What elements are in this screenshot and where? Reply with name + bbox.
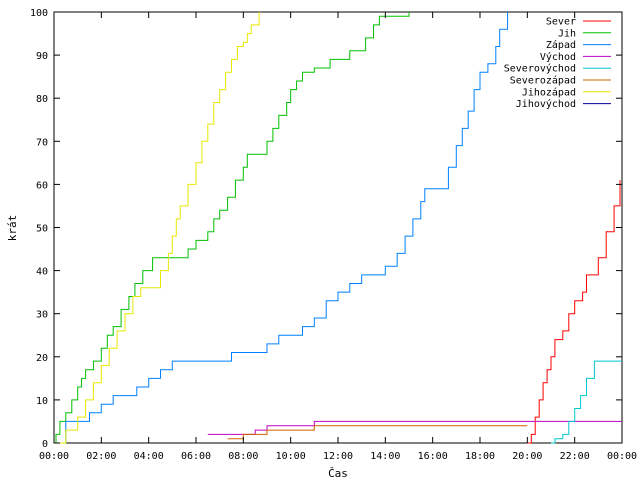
x-tick-label: 20:00	[512, 451, 542, 462]
y-tick-label: 50	[36, 224, 48, 235]
x-tick-label: 10:00	[276, 451, 306, 462]
legend-label: Jih	[558, 28, 576, 39]
legend-label: Západ	[546, 39, 576, 51]
ticks-layer: 00:00 02:00 04:00 06:00 08:00 10:00 12:00 14:00…	[30, 8, 637, 462]
y-tick-label: 80	[36, 94, 48, 105]
x-tick-label: 22:00	[560, 451, 590, 462]
x-tick-label: 08:00	[228, 451, 258, 462]
y-tick-label: 40	[36, 267, 48, 278]
legend-label: Jihovýchod	[516, 98, 576, 110]
x-tick-label: 12:00	[323, 451, 353, 462]
series-line-6	[54, 12, 260, 444]
series-line-2	[54, 12, 509, 444]
x-tick-label: 16:00	[418, 451, 448, 462]
series-line-5	[227, 425, 528, 440]
x-tick-label: 18:00	[465, 451, 495, 462]
x-tick-label: 02:00	[86, 451, 116, 462]
y-tick-label: 70	[36, 137, 48, 148]
series-line-4	[551, 360, 622, 444]
series-line-3	[207, 420, 622, 435]
y-tick-label: 10	[36, 396, 48, 407]
y-tick-label: 20	[36, 353, 48, 364]
series-line-0	[527, 180, 621, 444]
series-line-1	[54, 12, 410, 444]
y-tick-label: 90	[36, 51, 48, 62]
x-tick-label: 14:00	[370, 451, 400, 462]
legend-label: Východ	[540, 51, 576, 63]
y-tick-label: 60	[36, 180, 48, 191]
x-tick-label: 04:00	[134, 451, 164, 462]
legend-label: Jihozápad	[522, 86, 576, 98]
y-axis-title: krát	[6, 215, 19, 242]
y-tick-label: 30	[36, 310, 48, 321]
x-tick-label: 06:00	[181, 451, 211, 462]
legend-label: Sever	[546, 17, 576, 28]
legend-label: Severozápad	[510, 75, 576, 87]
series-layer	[54, 12, 622, 444]
x-tick-label: 00:00	[39, 451, 69, 462]
y-tick-label: 0	[42, 439, 48, 450]
legend-label: Severovýchod	[504, 63, 576, 75]
x-tick-label: 00:00	[607, 451, 637, 462]
x-axis-title: Čas	[328, 467, 348, 480]
y-tick-label: 100	[30, 8, 48, 19]
legend: SeverJihZápadVýchodSeverovýchodSeverozáp…	[504, 17, 611, 110]
